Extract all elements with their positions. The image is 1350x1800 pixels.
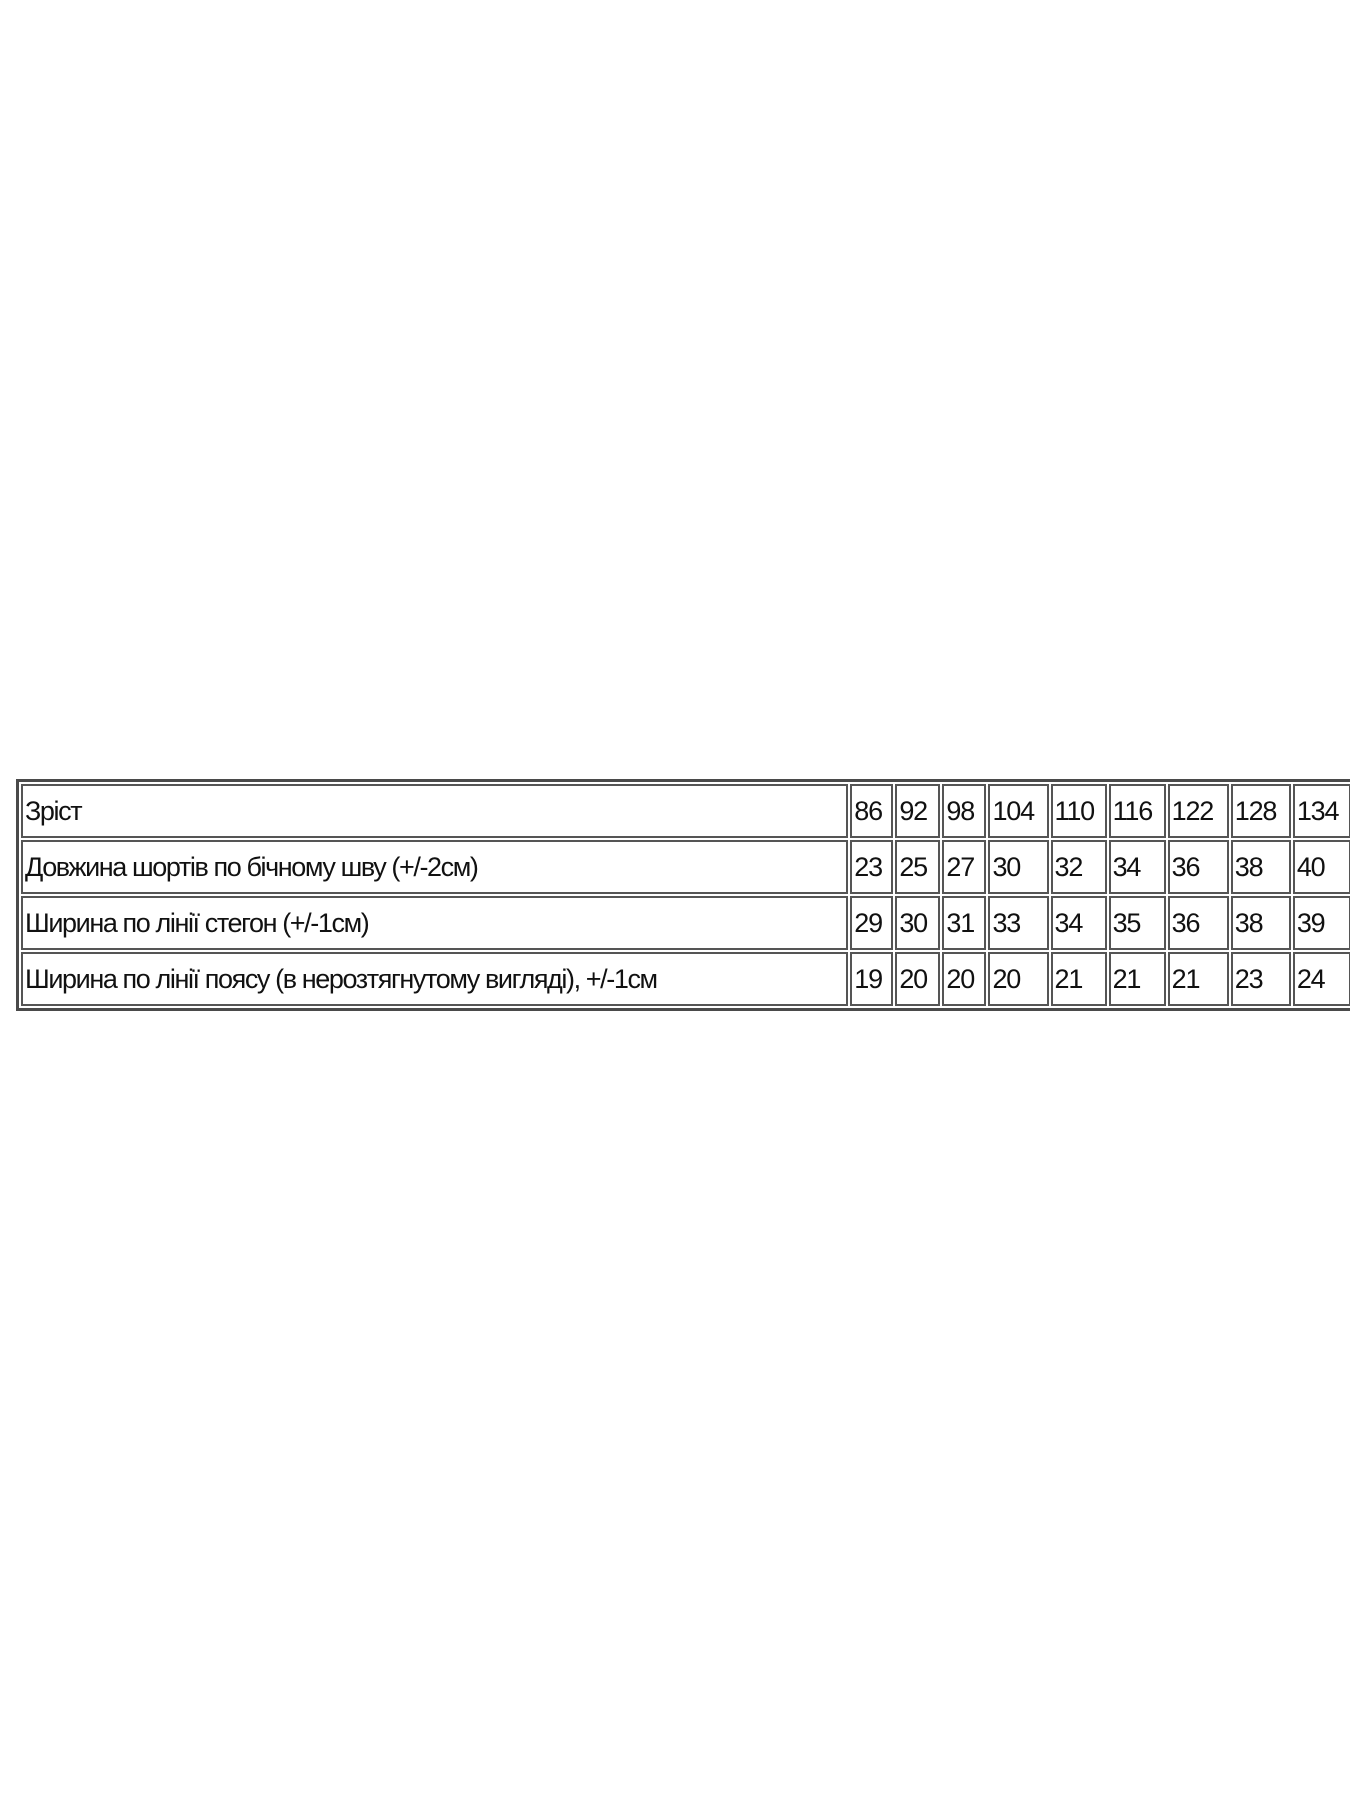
- table-cell: 20: [942, 952, 987, 1006]
- table-cell: 19: [850, 952, 894, 1006]
- table-cell: 38: [1230, 896, 1291, 950]
- row-label: Ширина по лінії стегон (+/-1см): [21, 896, 849, 950]
- table-cell: 24: [1292, 952, 1350, 1006]
- table-cell: 27: [942, 840, 987, 894]
- table-cell: 21: [1167, 952, 1229, 1006]
- table-cell: 31: [942, 896, 987, 950]
- table-cell: 92: [895, 784, 941, 838]
- table-cell: 30: [988, 840, 1049, 894]
- row-label: Довжина шортів по бічному шву (+/-2см): [21, 840, 849, 894]
- table-cell: 21: [1108, 952, 1166, 1006]
- table-row: Ширина по лінії поясу (в нерозтягнутому …: [21, 952, 1350, 1006]
- table-cell: 40: [1292, 840, 1350, 894]
- table-cell: 21: [1050, 952, 1107, 1006]
- table-cell: 29: [850, 896, 894, 950]
- size-chart-body: Зріст 86 92 98 104 110 116 122 128 134 Довжина шор…: [21, 784, 1350, 1006]
- table-cell: 30: [895, 896, 941, 950]
- table-cell: 34: [1050, 896, 1107, 950]
- table-cell: 98: [942, 784, 987, 838]
- table-cell: 134: [1292, 784, 1350, 838]
- table-row: Зріст 86 92 98 104 110 116 122 128 134: [21, 784, 1350, 838]
- table-cell: 23: [850, 840, 894, 894]
- table-cell: 122: [1167, 784, 1229, 838]
- table-cell: 110: [1050, 784, 1107, 838]
- table-cell: 23: [1230, 952, 1291, 1006]
- table-cell: 104: [988, 784, 1049, 838]
- table-cell: 33: [988, 896, 1049, 950]
- row-label: Зріст: [21, 784, 849, 838]
- size-chart-table: Зріст 86 92 98 104 110 116 122 128 134 Довжина шор…: [16, 779, 1350, 1011]
- table-cell: 86: [850, 784, 894, 838]
- table-cell: 36: [1167, 840, 1229, 894]
- table-cell: 20: [988, 952, 1049, 1006]
- row-label: Ширина по лінії поясу (в нерозтягнутому …: [21, 952, 849, 1006]
- table-cell: 39: [1292, 896, 1350, 950]
- table-cell: 116: [1108, 784, 1166, 838]
- table-row: Ширина по лінії стегон (+/-1см) 29 30 31 33 3…: [21, 896, 1350, 950]
- table-cell: 36: [1167, 896, 1229, 950]
- table-cell: 25: [895, 840, 941, 894]
- table-cell: 128: [1230, 784, 1291, 838]
- table-cell: 38: [1230, 840, 1291, 894]
- table-row: Довжина шортів по бічному шву (+/-2см) 23…: [21, 840, 1350, 894]
- table-cell: 35: [1108, 896, 1166, 950]
- table-cell: 32: [1050, 840, 1107, 894]
- table-cell: 34: [1108, 840, 1166, 894]
- table-cell: 20: [895, 952, 941, 1006]
